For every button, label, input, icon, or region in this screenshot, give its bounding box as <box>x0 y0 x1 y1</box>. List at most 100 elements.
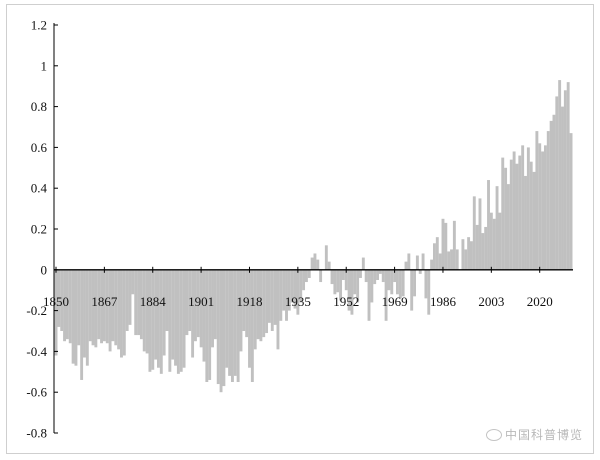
bar <box>339 269 343 301</box>
bar <box>54 269 58 356</box>
y-tick-label: 1 <box>41 58 48 73</box>
bar <box>290 269 294 303</box>
bar <box>276 269 280 350</box>
x-tick-label: 1952 <box>333 294 359 309</box>
bar <box>91 269 95 346</box>
bar <box>398 269 402 299</box>
x-tick-label: 1935 <box>285 294 311 309</box>
bar <box>102 269 106 342</box>
bar <box>344 269 348 291</box>
bar <box>558 80 562 270</box>
bar <box>387 269 391 291</box>
bar <box>114 269 118 346</box>
bar <box>245 269 249 338</box>
bar <box>450 249 453 270</box>
bar <box>282 269 286 311</box>
bar <box>97 269 101 340</box>
bar <box>267 269 271 323</box>
bar <box>518 155 522 270</box>
bar <box>248 269 251 368</box>
bar <box>65 269 69 340</box>
bar <box>117 269 121 350</box>
bar <box>444 222 448 270</box>
bar <box>569 133 573 270</box>
bar <box>199 269 203 348</box>
bar <box>330 269 334 285</box>
bar <box>393 269 397 283</box>
bar <box>171 269 175 360</box>
bar <box>484 226 488 270</box>
bar <box>415 255 419 270</box>
bar <box>410 269 414 311</box>
bar <box>285 269 288 321</box>
bar <box>191 269 195 358</box>
bar <box>353 269 357 295</box>
y-axis-labels: 1.2 1 0.8 0.6 0.4 0.2 0 -0.2 -0.4 -0.6 -0.8 <box>26 18 47 441</box>
chart-frame: 1.2 1 0.8 0.6 0.4 0.2 0 -0.2 -0.4 -0.6 -0.8 1850 18… <box>6 4 594 454</box>
bar <box>94 269 98 348</box>
x-axis-labels: 1850 1867 1884 1901 1918 1935 1952 1969 1986 2003… <box>43 294 553 309</box>
x-tick-label: 1850 <box>43 294 69 309</box>
bar <box>83 269 86 358</box>
bar <box>185 269 189 336</box>
bar <box>356 269 360 303</box>
bar <box>134 269 138 336</box>
bar <box>77 269 81 346</box>
bar <box>538 143 542 270</box>
bar <box>313 253 317 270</box>
bar <box>521 145 525 270</box>
bar <box>509 159 513 270</box>
y-tick-label: 0.8 <box>31 99 47 114</box>
bar <box>336 269 340 293</box>
bar <box>407 253 411 270</box>
bar <box>532 171 536 270</box>
bar <box>270 269 274 331</box>
bar <box>543 145 547 270</box>
bar <box>324 245 328 270</box>
bar-series <box>54 80 573 393</box>
bar <box>404 261 408 270</box>
bar <box>253 269 257 350</box>
bar <box>421 253 425 270</box>
bar <box>71 269 75 364</box>
bar <box>250 269 254 382</box>
bar <box>501 157 505 270</box>
bar <box>498 212 502 270</box>
bar <box>242 269 246 331</box>
bar <box>472 196 476 270</box>
bar <box>469 241 473 270</box>
bar <box>461 239 465 270</box>
y-tick-label: 0.4 <box>31 181 48 196</box>
y-tick-label: 1.2 <box>31 18 47 33</box>
bar <box>256 269 260 340</box>
bar <box>433 243 436 270</box>
y-tick-label: -0.2 <box>26 303 47 318</box>
bar <box>162 269 166 356</box>
bar <box>364 269 368 283</box>
bar <box>219 269 223 393</box>
bar <box>279 269 283 321</box>
chart-axes <box>53 23 573 434</box>
bar <box>464 249 468 270</box>
y-tick-label: -0.4 <box>26 344 47 359</box>
bar <box>165 269 169 331</box>
x-tick-label: 2003 <box>478 294 504 309</box>
bar <box>549 120 553 270</box>
weibo-logo-icon <box>485 429 502 441</box>
bar <box>302 269 306 291</box>
bar <box>316 259 320 270</box>
x-tick-label: 1918 <box>236 294 262 309</box>
bar <box>159 269 163 374</box>
bar <box>225 269 229 368</box>
bar <box>148 269 152 372</box>
bar <box>401 269 405 297</box>
y-tick-label: 0.2 <box>31 222 47 237</box>
bar <box>157 269 160 368</box>
x-tick-label: 1884 <box>140 294 167 309</box>
bar <box>85 269 89 366</box>
bar <box>384 269 388 321</box>
bar <box>60 269 64 331</box>
bar <box>213 269 217 340</box>
bar <box>80 269 84 380</box>
bar <box>111 269 115 342</box>
